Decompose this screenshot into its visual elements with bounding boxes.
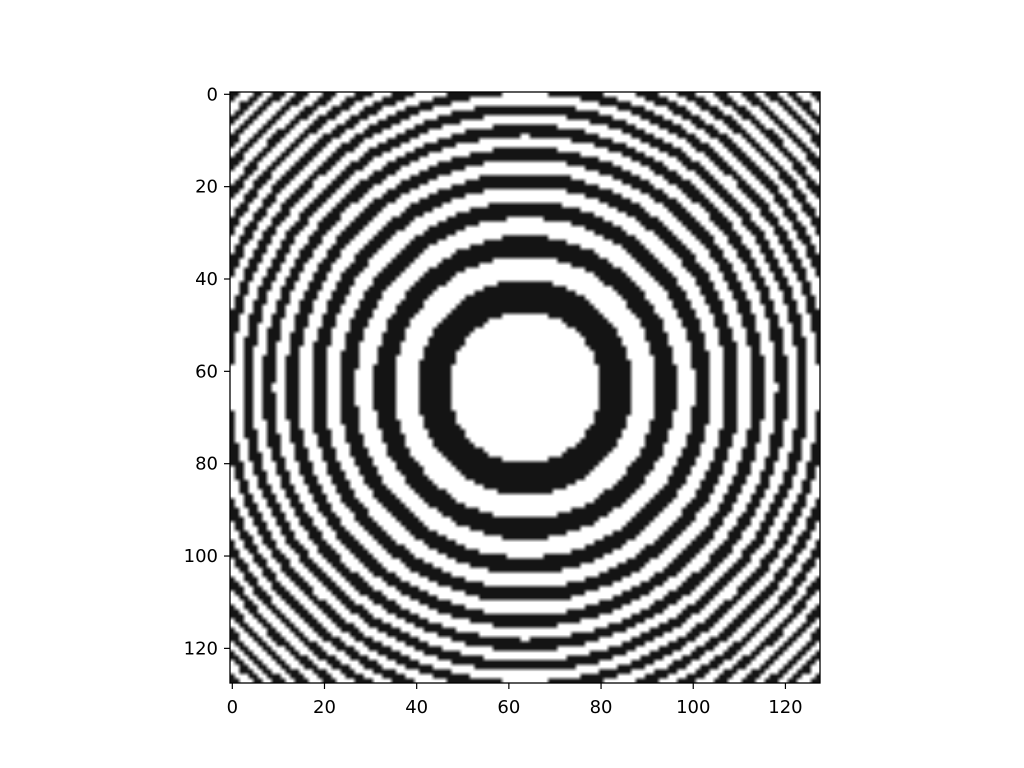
y-axis: 0 20 40 60 80 100 120 xyxy=(184,84,230,659)
x-tick-label: 0 xyxy=(227,697,238,718)
y-tick-label: 120 xyxy=(184,638,218,659)
x-tick-label: 80 xyxy=(590,697,613,718)
y-tick-label: 60 xyxy=(195,361,218,382)
x-axis: 0 20 40 60 80 100 120 xyxy=(227,683,803,718)
y-tick-label: 20 xyxy=(195,177,218,198)
y-tick-label: 0 xyxy=(207,84,218,105)
ring-image xyxy=(230,92,820,683)
y-tick-label: 80 xyxy=(195,454,218,475)
y-tick-label: 100 xyxy=(184,546,218,567)
x-tick-label: 120 xyxy=(768,697,802,718)
x-tick-label: 40 xyxy=(405,697,428,718)
x-tick-label: 60 xyxy=(497,697,520,718)
x-tick-label: 100 xyxy=(676,697,710,718)
x-tick-label: 20 xyxy=(313,697,336,718)
plot-frame xyxy=(229,91,821,684)
heatmap-image xyxy=(230,92,820,683)
y-tick-label: 40 xyxy=(195,269,218,290)
